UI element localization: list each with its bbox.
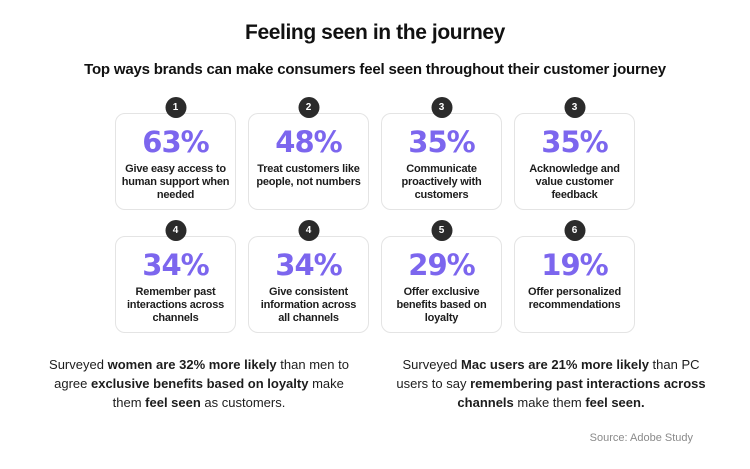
stat-card: 5 29% Offer exclusive benefits based on … [381, 220, 502, 333]
rank-badge: 3 [431, 97, 452, 118]
stat-card: 4 34% Remember past interactions across … [115, 220, 236, 333]
stat-card: 1 63% Give easy access to human support … [115, 97, 236, 210]
stat-value: 34% [275, 248, 342, 282]
footnote-mac-users: Surveyed Mac users are 21% more likely t… [395, 356, 707, 413]
stat-value: 35% [408, 125, 475, 159]
footnote-segment: than PC users to say [396, 357, 700, 391]
stat-card-body: 34% Remember past interactions across ch… [115, 236, 236, 333]
rank-badge: 3 [564, 97, 585, 118]
rank-badge: 6 [564, 220, 585, 241]
stat-label: Acknowledge and value customer feedback [529, 163, 620, 202]
footnote-segment: make them [513, 394, 586, 410]
rank-badge: 5 [431, 220, 452, 241]
page-subtitle: Top ways brands can make consumers feel … [84, 61, 666, 78]
stat-card-body: 19% Offer personalized recommendations [514, 236, 635, 333]
footnote-segment: women are 32% more likely [107, 357, 277, 372]
rank-badge: 4 [165, 220, 186, 241]
stat-label: Communicate proactively with customers [401, 163, 482, 202]
stat-label: Offer exclusive benefits based on loyalt… [396, 286, 487, 325]
footnote-segment: feel seen. [585, 394, 645, 410]
footnote-segment: Surveyed [402, 357, 462, 372]
rank-badge: 2 [298, 97, 319, 118]
stat-card: 6 19% Offer personalized recommendations [514, 220, 635, 333]
stat-value: 48% [275, 125, 342, 159]
rank-badge: 4 [298, 220, 319, 241]
footnotes: Surveyed women are 32% more likely than … [0, 356, 750, 413]
stat-card: 3 35% Communicate proactively with custo… [381, 97, 502, 210]
page-title: Feeling seen in the journey [245, 21, 505, 44]
stat-card-body: 35% Acknowledge and value customer feedb… [514, 113, 635, 210]
stat-card-body: 35% Communicate proactively with custome… [381, 113, 502, 210]
stat-card: 4 34% Give consistent information across… [248, 220, 369, 333]
stat-card: 3 35% Acknowledge and value customer fee… [514, 97, 635, 210]
stat-label: Give easy access to human support when n… [121, 163, 230, 202]
stat-label: Treat customers like people, not numbers [256, 163, 361, 189]
stat-card-grid: 1 63% Give easy access to human support … [115, 97, 635, 333]
stat-label: Remember past interactions across channe… [126, 286, 225, 325]
source-credit: Source: Adobe Study [589, 432, 693, 444]
stat-value: 63% [142, 125, 209, 159]
rank-badge: 1 [165, 97, 186, 118]
footnote-segment: as customers. [200, 394, 286, 410]
stat-value: 29% [408, 248, 475, 282]
stat-value: 35% [541, 125, 608, 159]
stat-value: 19% [541, 248, 608, 282]
stat-card-body: 34% Give consistent information across a… [248, 236, 369, 333]
stat-card-body: 29% Offer exclusive benefits based on lo… [381, 236, 502, 333]
footnote-segment: Mac users are 21% more likely [461, 357, 649, 372]
stat-label: Give consistent information across all c… [260, 286, 357, 325]
footnote-segment: remembering past interactions across cha… [457, 375, 706, 410]
stat-label: Offer personalized recommendations [528, 286, 621, 312]
stat-card-body: 63% Give easy access to human support wh… [115, 113, 236, 210]
footnote-segment: than men to agree [54, 357, 349, 391]
stat-card-body: 48% Treat customers like people, not num… [248, 113, 369, 210]
footnote-segment: make them [112, 375, 344, 410]
footnote-segment: Surveyed [49, 357, 108, 372]
stat-value: 34% [142, 248, 209, 282]
footnote-segment: exclusive benefits based on loyalty [90, 375, 309, 391]
footnote-segment: feel seen [145, 394, 201, 410]
footnote-women: Surveyed women are 32% more likely than … [43, 356, 355, 413]
stat-card: 2 48% Treat customers like people, not n… [248, 97, 369, 210]
